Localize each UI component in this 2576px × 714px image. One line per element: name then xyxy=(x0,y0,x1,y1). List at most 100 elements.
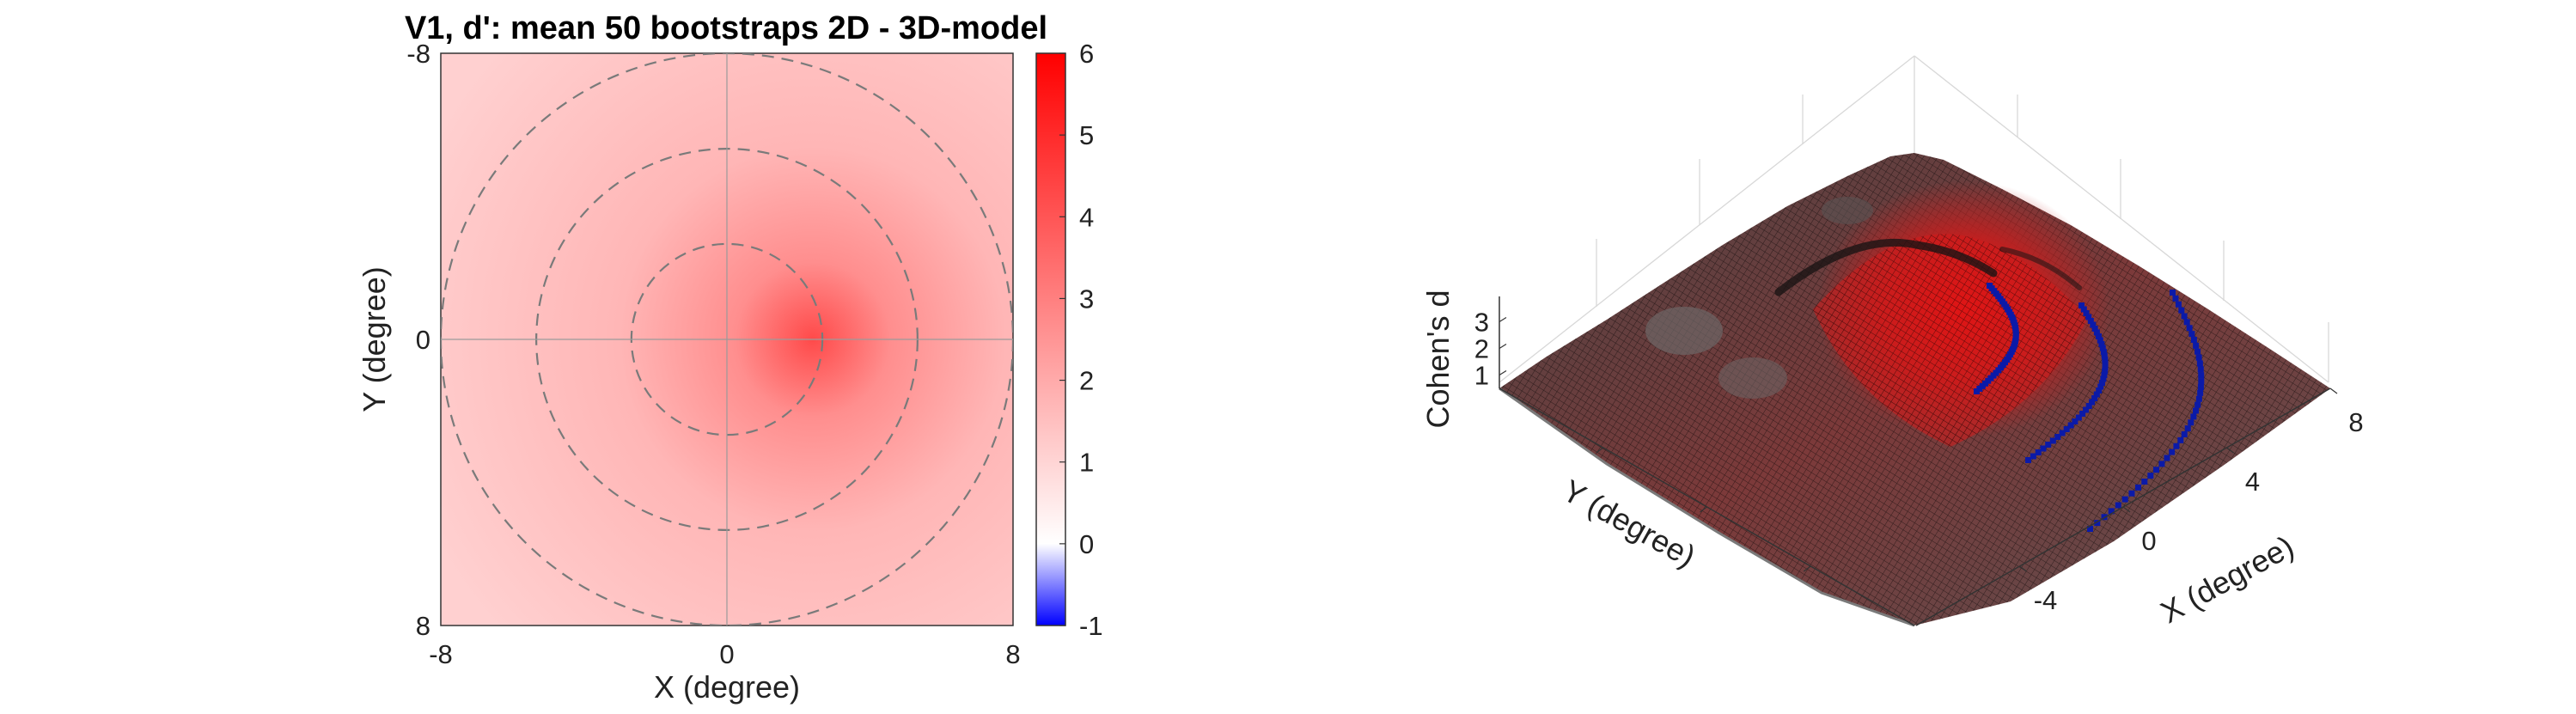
eccentricity-marker-point xyxy=(2195,395,2202,402)
axes-box-line xyxy=(1914,55,2329,383)
colorbar-tick-label: 3 xyxy=(1079,284,1094,314)
eccentricity-marker-point xyxy=(2080,306,2087,313)
eccentricity-marker-point xyxy=(2091,326,2098,332)
eccentricity-marker-point xyxy=(2194,401,2201,408)
eccentricity-marker-point xyxy=(2164,455,2170,461)
eccentricity-marker-point xyxy=(2096,388,2103,394)
eccentricity-marker-point xyxy=(2025,457,2031,463)
x-axis-label: X (degree) xyxy=(2155,528,2300,630)
eccentricity-marker-point xyxy=(2100,349,2107,355)
z-tick-label: 1 xyxy=(1474,361,1489,391)
eccentricity-marker-point xyxy=(2178,307,2185,314)
eccentricity-marker-point xyxy=(2153,467,2160,473)
eccentricity-marker-point xyxy=(2089,399,2096,406)
surface-bump xyxy=(1822,197,1873,224)
eccentricity-marker-point xyxy=(2094,520,2101,527)
x-tick xyxy=(2122,506,2131,513)
eccentricity-marker-point xyxy=(2197,366,2204,373)
colorbar-tick-label: 5 xyxy=(1079,120,1094,150)
eccentricity-marker-point xyxy=(2195,354,2202,361)
eccentricity-marker-point xyxy=(2093,391,2100,398)
eccentricity-marker-point xyxy=(2172,295,2179,302)
eccentricity-marker-point xyxy=(2193,407,2199,414)
y-tick-label: 0 xyxy=(416,325,430,355)
z-tick-label: 2 xyxy=(1474,334,1489,364)
eccentricity-marker-point xyxy=(2197,384,2204,390)
eccentricity-marker-point xyxy=(2188,331,2195,338)
colorbar-ticks: -1 0 1 2 3 4 5 6 xyxy=(1059,39,1103,641)
eccentricity-marker-point xyxy=(2101,352,2108,359)
eccentricity-marker-point xyxy=(2190,413,2197,420)
eccentricity-marker-point xyxy=(2095,333,2102,339)
eccentricity-marker-point xyxy=(2045,442,2052,448)
eccentricity-marker-point xyxy=(2083,406,2090,413)
z-tick xyxy=(1499,369,1507,376)
eccentricity-marker-point xyxy=(2030,453,2036,460)
surface-bump xyxy=(1718,357,1787,399)
surface-front-edge xyxy=(1499,387,1915,627)
x-axis-ticks: -8 0 8 xyxy=(429,639,1020,669)
eccentricity-marker-point xyxy=(2173,442,2180,449)
crosshair xyxy=(441,53,1013,626)
y-tick xyxy=(1596,447,1604,454)
eccentricity-marker-point xyxy=(2170,290,2176,296)
eccentricity-marker-point xyxy=(2097,337,2103,344)
eccentricity-marker-point xyxy=(2147,473,2154,479)
axes-box-line xyxy=(1499,55,1915,383)
eccentricity-marker-point xyxy=(2100,375,2107,382)
eccentricity-marker-point xyxy=(2072,418,2079,424)
eccentricity-marker-point xyxy=(2099,380,2105,386)
x-axis-label: X (degree) xyxy=(654,669,800,705)
eccentricity-marker-point xyxy=(2188,419,2194,426)
x-axis-ticks: -4 0 4 8 xyxy=(2019,388,2364,615)
eccentricity-marker-point xyxy=(2184,425,2191,432)
z-tick-label: 3 xyxy=(1474,308,1489,338)
eccentricity-marker-point xyxy=(2169,449,2176,455)
colorbar-tick-label: 1 xyxy=(1079,448,1094,478)
eccentricity-marker-point xyxy=(2090,321,2097,328)
eccentricity-marker-point xyxy=(2079,302,2085,308)
eccentricity-marker-point xyxy=(2175,301,2182,308)
eccentricity-marker-point xyxy=(2186,325,2193,332)
x-tick-label: 8 xyxy=(2348,407,2363,437)
eccentricity-marker-point xyxy=(2108,508,2115,515)
eccentricity-marker-point xyxy=(2194,348,2201,355)
eccentricity-marker-point xyxy=(2098,341,2105,347)
x-tick-label: 0 xyxy=(2141,526,2156,556)
y-tick-label: 8 xyxy=(416,611,430,641)
eccentricity-marker-point xyxy=(2085,403,2092,409)
eccentricity-marker-point xyxy=(2190,337,2197,343)
y-tick xyxy=(1700,506,1707,513)
surface-bump xyxy=(1645,307,1723,355)
colorbar-tick-label: -1 xyxy=(1079,611,1103,641)
eccentricity-marker-point xyxy=(2054,434,2061,440)
eccentricity-marker-point xyxy=(2196,360,2203,367)
x-tick xyxy=(2019,565,2027,572)
eccentricity-marker-point xyxy=(2101,372,2108,378)
z-axis-label: Cohen's d xyxy=(1420,290,1456,429)
eccentricity-marker-point xyxy=(2035,449,2042,455)
eccentricity-marker-point xyxy=(2141,479,2148,485)
eccentricity-marker-point xyxy=(2121,496,2128,503)
y-axis-label: Y (degree) xyxy=(357,266,392,412)
eccentricity-marker-point xyxy=(2158,461,2165,467)
eccentricity-marker-point xyxy=(2115,502,2121,509)
eccentricity-marker-point xyxy=(2097,383,2104,390)
eccentricity-marker-point xyxy=(2063,426,2070,432)
eccentricity-marker-point xyxy=(2083,310,2090,316)
y-tick-label: -8 xyxy=(406,39,430,69)
z-axis-ticks: 123 xyxy=(1474,308,1507,391)
y-axis-ticks: -8 0 8 xyxy=(406,39,430,641)
eccentricity-marker-point xyxy=(2079,411,2086,417)
eccentricity-marker-point xyxy=(2134,484,2141,491)
eccentricity-marker-point xyxy=(2198,378,2205,385)
eccentricity-marker-point xyxy=(2091,395,2098,401)
x-tick xyxy=(2329,388,2338,394)
eccentricity-marker-point xyxy=(2193,342,2200,349)
eccentricity-marker-point xyxy=(2093,329,2100,336)
surface-ridge xyxy=(1999,247,2082,290)
eccentricity-marker-point xyxy=(2181,313,2188,320)
eccentricity-marker-point xyxy=(2087,318,2094,324)
eccentricity-marker-point xyxy=(2177,436,2184,443)
surface-ridge xyxy=(1774,238,1998,296)
